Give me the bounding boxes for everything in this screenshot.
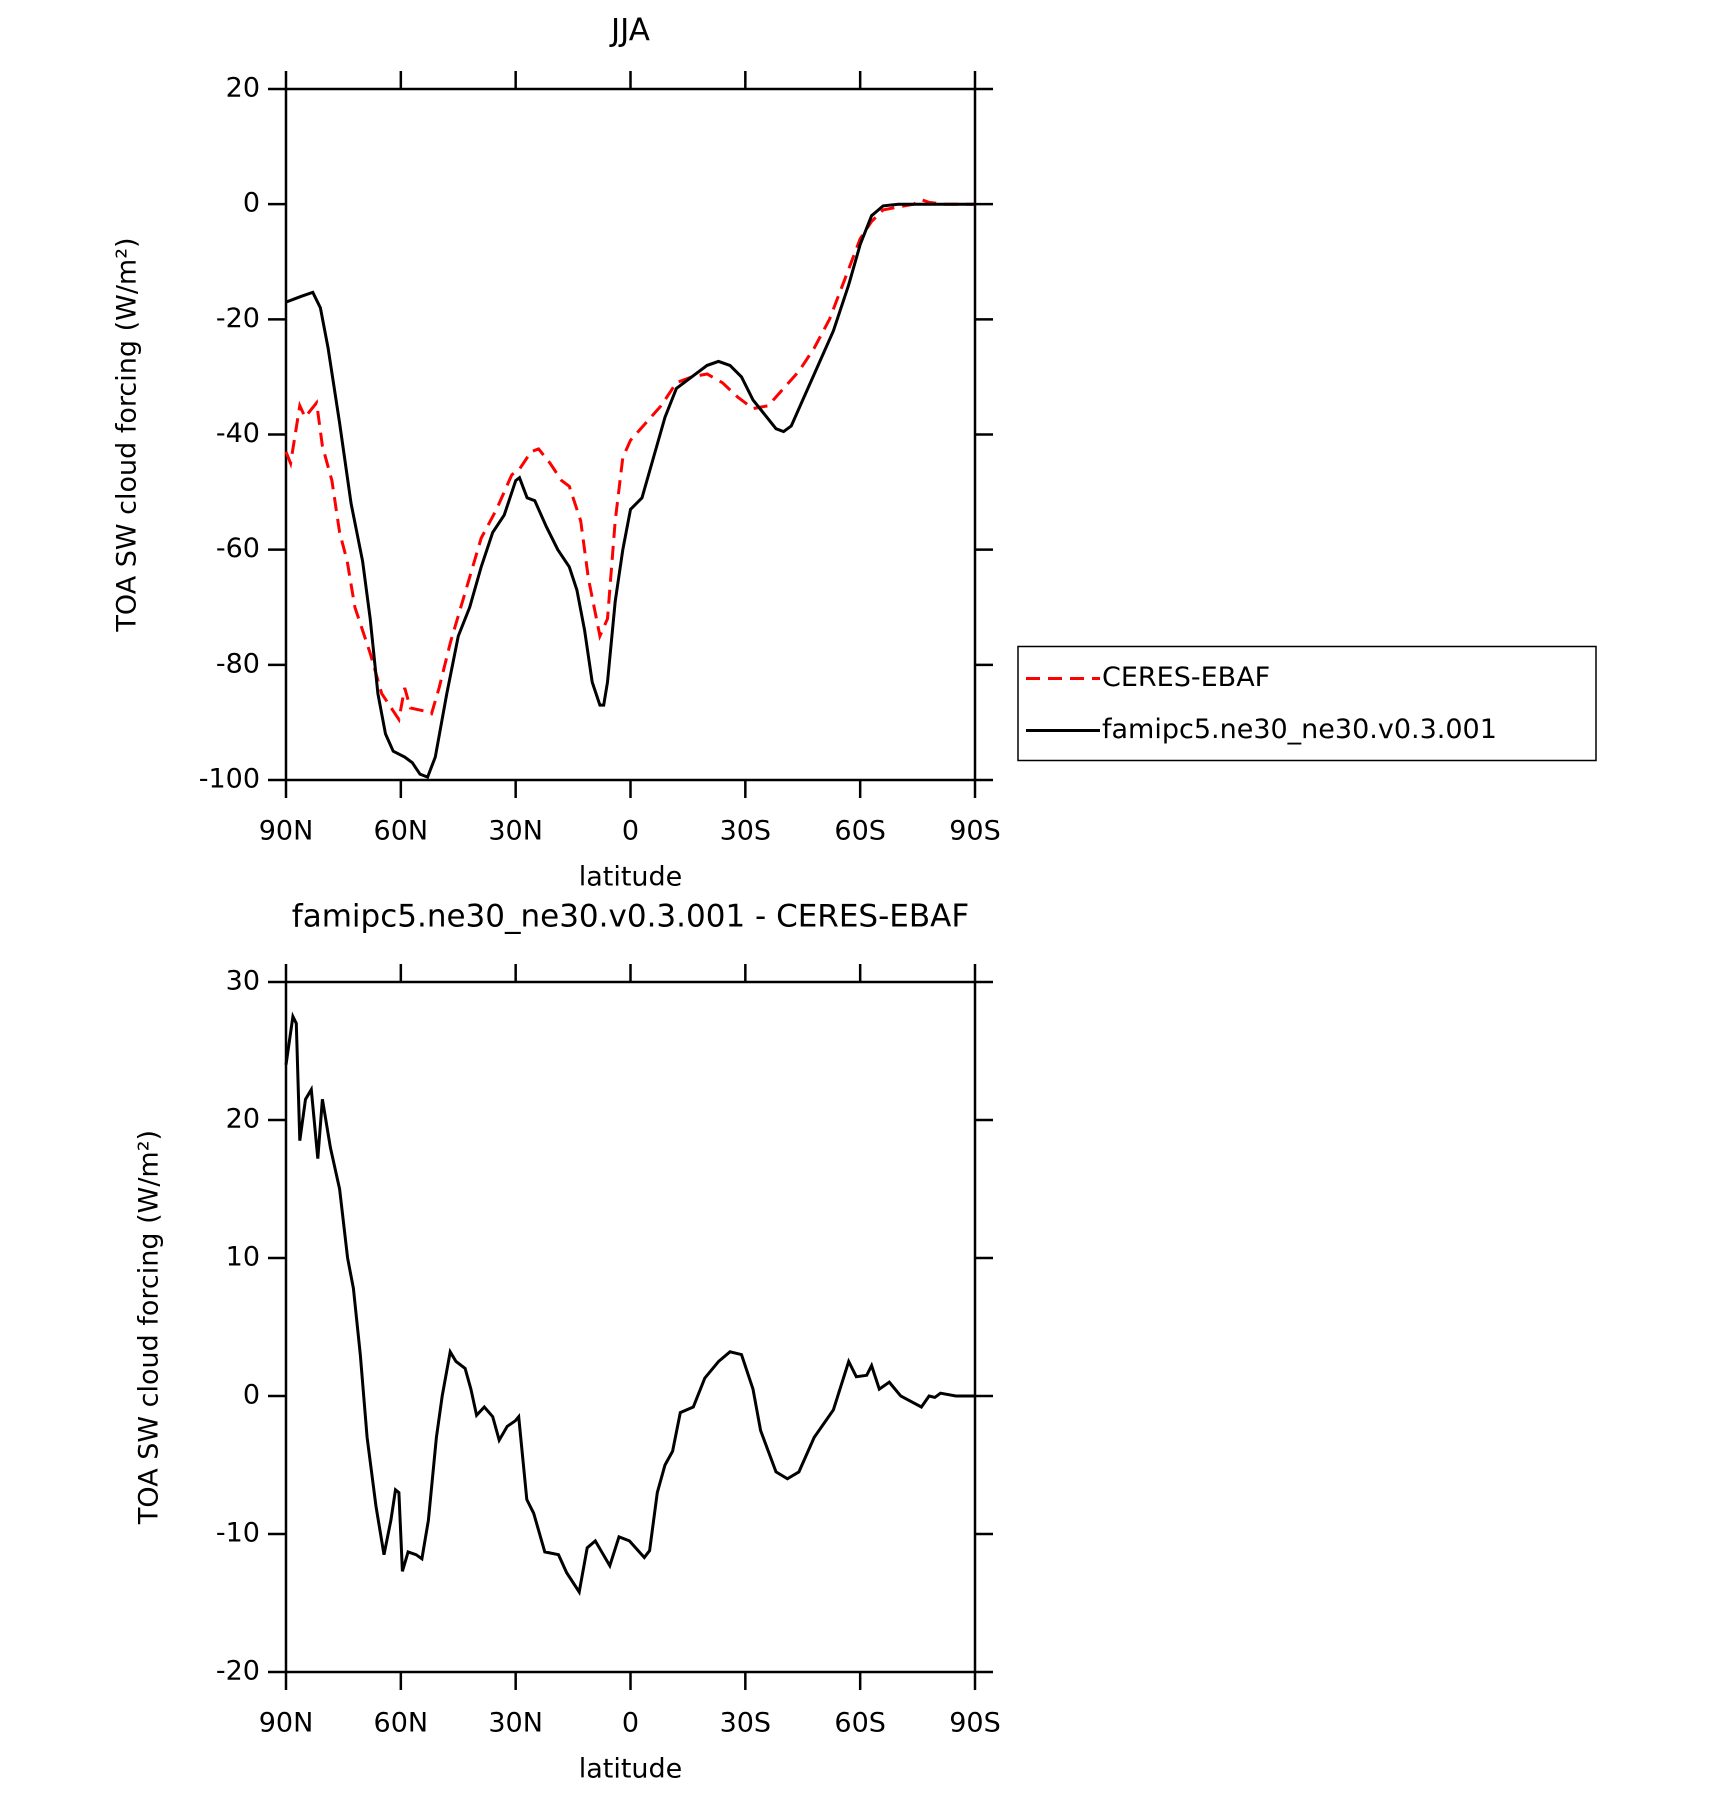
x-tick-label: 90S [949, 816, 1001, 847]
y-tick-label: -80 [216, 648, 260, 679]
y-axis-label: TOA SW cloud forcing (W/m²) [134, 1130, 165, 1525]
x-tick-label: 60S [834, 1708, 886, 1739]
y-tick-label: -10 [216, 1518, 260, 1549]
x-tick-label: 90S [949, 1708, 1001, 1739]
plot-frame [284, 87, 977, 782]
chart-title: famipc5.ne30_ne30.v0.3.001 - CERES-EBAF [292, 899, 969, 935]
y-tick-label: -60 [216, 533, 260, 564]
y-tick-label: -100 [199, 764, 260, 795]
x-tick-label: 90N [259, 816, 314, 847]
x-axis-label: latitude [579, 862, 683, 893]
x-tick-label: 60S [834, 816, 886, 847]
y-tick-label: 30 [226, 966, 260, 997]
x-tick-label: 30N [488, 1708, 543, 1739]
plot-frame [284, 980, 977, 1674]
data-line [284, 1011, 975, 1596]
x-tick-label: 60N [374, 1708, 429, 1739]
y-tick-label: 0 [243, 188, 260, 219]
x-tick-label: 0 [622, 1708, 639, 1739]
x-tick-label: 30S [720, 816, 772, 847]
legend-label: famipc5.ne30_ne30.v0.3.001 [1102, 714, 1497, 745]
y-tick-label: 20 [226, 73, 260, 104]
chart-title: JJA [609, 13, 650, 49]
y-tick-label: -40 [216, 418, 260, 449]
y-tick-label: 10 [226, 1242, 260, 1273]
legend-label: CERES-EBAF [1102, 662, 1270, 693]
y-tick-label: 20 [226, 1104, 260, 1135]
x-tick-label: 90N [259, 1708, 314, 1739]
y-tick-label: -20 [216, 1656, 260, 1687]
legend-box [1017, 645, 1597, 762]
y-axis-label: TOA SW cloud forcing (W/m²) [112, 237, 143, 632]
x-tick-label: 30N [488, 816, 543, 847]
x-tick-label: 60N [374, 816, 429, 847]
y-tick-label: 0 [243, 1380, 260, 1411]
y-tick-label: -20 [216, 303, 260, 334]
x-axis-label: latitude [579, 1754, 683, 1785]
data-line [285, 202, 975, 780]
data-line [284, 197, 975, 724]
x-tick-label: 30S [720, 1708, 772, 1739]
x-tick-label: 0 [622, 816, 639, 847]
